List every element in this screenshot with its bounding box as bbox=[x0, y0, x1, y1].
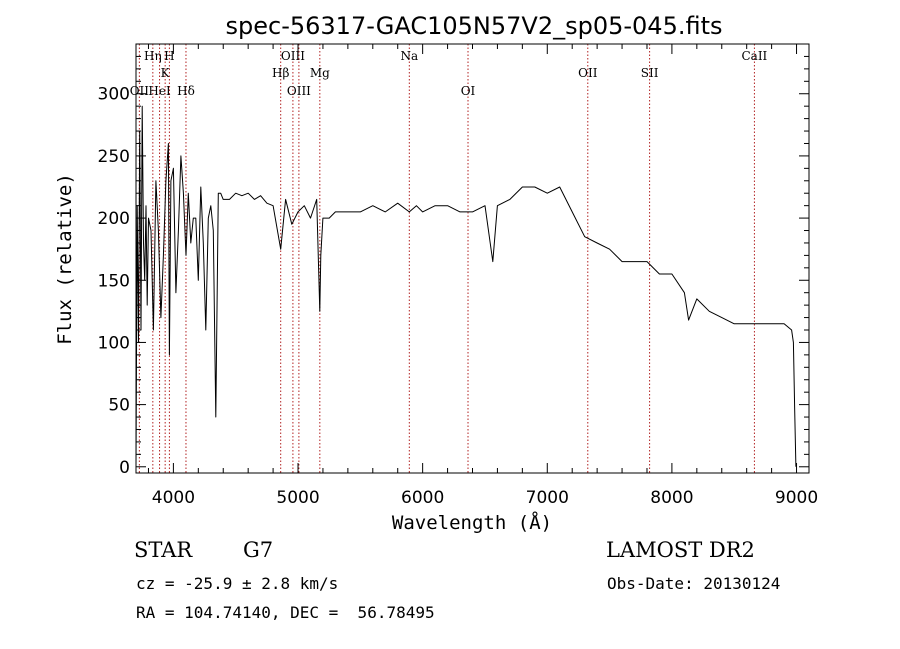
plot-frame bbox=[135, 43, 810, 474]
x-tick-label: 6000 bbox=[401, 488, 444, 508]
x-tick-label: 9000 bbox=[775, 488, 818, 508]
plot-area: OII Hη HeI KH Hδ Hβ OIII OIII Mg Na OI OII SII CaII bbox=[130, 44, 797, 473]
survey-name: LAMOST DR2 bbox=[606, 538, 755, 562]
y-tick-label: 50 bbox=[108, 396, 130, 416]
line-marker-label: Na bbox=[400, 49, 418, 63]
y-tick-label: 150 bbox=[98, 271, 130, 291]
line-marker-label: K bbox=[161, 66, 171, 80]
line-marker-label: CaII bbox=[741, 49, 767, 63]
line-marker-label: Hδ bbox=[177, 84, 195, 98]
chart-title: spec-56317-GAC105N57V2_sp05-045.fits bbox=[226, 12, 723, 40]
x-tick-label: 7000 bbox=[526, 488, 569, 508]
obs-date-text: Obs-Date: 20130124 bbox=[607, 574, 781, 593]
line-marker-label: HeI bbox=[148, 84, 171, 98]
x-axis-label: Wavelength (Å) bbox=[392, 511, 552, 534]
line-marker-label: OIII bbox=[287, 84, 311, 98]
axis-ticks: 4000 5000 6000 7000 8000 9000 0 50 100 150 200 250 3… bbox=[98, 44, 818, 508]
line-marker-label: Mg bbox=[310, 66, 330, 80]
y-axis-label: Flux (relative) bbox=[54, 173, 76, 345]
line-marker-label: OIII bbox=[281, 49, 305, 63]
y-tick-label: 200 bbox=[98, 209, 130, 229]
line-marker-label: H bbox=[164, 49, 174, 63]
spectrum-line bbox=[135, 105, 797, 467]
line-marker-label: OII bbox=[578, 66, 598, 80]
y-tick-label: 0 bbox=[119, 458, 130, 478]
y-tick-label: 250 bbox=[98, 147, 130, 167]
x-tick-label: 5000 bbox=[276, 488, 319, 508]
y-tick-label: 100 bbox=[98, 333, 130, 353]
coordinates-text: RA = 104.74140, DEC = 56.78495 bbox=[136, 603, 435, 622]
line-marker-label: Hβ bbox=[272, 66, 289, 80]
line-marker-label: SII bbox=[641, 66, 659, 80]
x-tick-label: 8000 bbox=[650, 488, 693, 508]
object-class: STAR bbox=[134, 538, 193, 562]
line-marker-label: OI bbox=[461, 84, 476, 98]
redshift-text: cz = -25.9 ± 2.8 km/s bbox=[136, 574, 339, 593]
object-subclass: G7 bbox=[243, 538, 274, 562]
y-tick-label: 300 bbox=[98, 85, 130, 105]
line-marker-label: Hη bbox=[144, 49, 162, 63]
x-tick-label: 4000 bbox=[152, 488, 195, 508]
line-marker-label: OII bbox=[130, 84, 150, 98]
